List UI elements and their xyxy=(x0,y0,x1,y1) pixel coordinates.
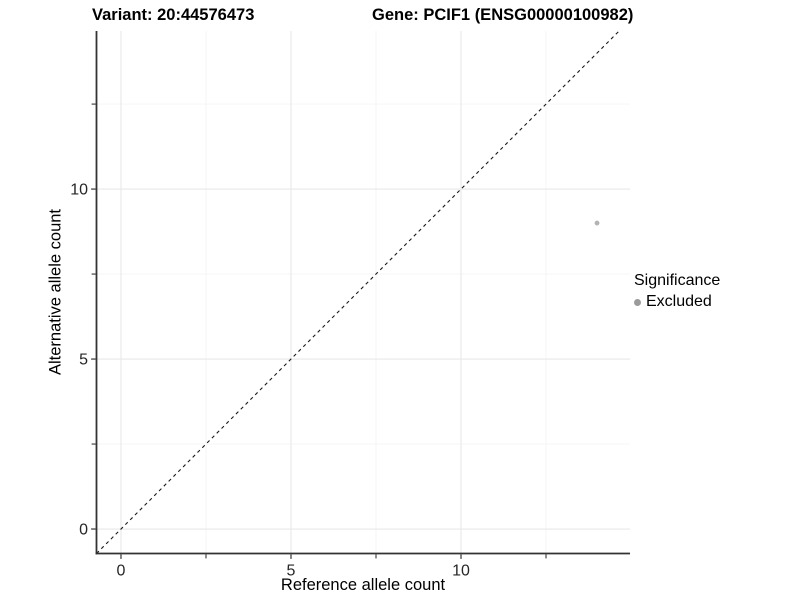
axis-ticks xyxy=(91,103,547,559)
svg-text:5: 5 xyxy=(287,563,296,580)
legend-key-dot-icon xyxy=(634,298,641,306)
legend-title: Significance xyxy=(634,272,721,289)
svg-text:10: 10 xyxy=(70,182,88,199)
grid-minor xyxy=(96,31,630,554)
identity-line xyxy=(96,30,620,554)
data-points xyxy=(594,220,600,226)
svg-text:0: 0 xyxy=(79,522,88,539)
plot-title-variant: Variant: 20:44576473 xyxy=(92,6,255,24)
tick-labels: 0 5 10 0 5 10 xyxy=(70,182,470,580)
svg-text:0: 0 xyxy=(117,563,126,580)
x-axis-title: Reference allele count xyxy=(280,576,446,594)
legend-item-label: Excluded xyxy=(646,293,712,310)
legend: Significance Excluded xyxy=(634,272,720,311)
axis-lines xyxy=(95,31,630,555)
svg-text:10: 10 xyxy=(452,563,470,580)
svg-text:5: 5 xyxy=(79,352,88,369)
grid-major xyxy=(96,31,630,554)
y-axis-title: Alternative allele count xyxy=(46,208,65,376)
legend-item: Excluded xyxy=(634,293,720,311)
plot-title-gene: Gene: PCIF1 (ENSG00000100982) xyxy=(372,6,634,24)
